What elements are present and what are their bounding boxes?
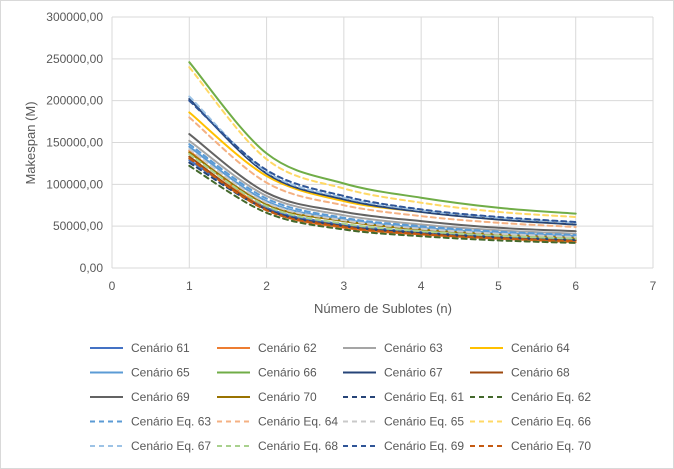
x-tick-label: 2 [263, 279, 270, 293]
series-line-3 [188, 139, 577, 235]
y-tick-label: 150000,00 [46, 136, 103, 150]
legend-label: Cenário Eq. 64 [258, 415, 338, 429]
series-lines [188, 61, 577, 244]
series-line-6 [188, 61, 577, 215]
legend-label: Cenário Eq. 65 [384, 415, 464, 429]
y-tick-label: 0,00 [80, 261, 104, 275]
series-line-9 [188, 133, 577, 233]
legend-label: Cenário Eq. 61 [384, 390, 464, 404]
x-tick-label: 3 [341, 279, 348, 293]
y-tick-label: 50000,00 [53, 219, 103, 233]
legend-label: Cenário Eq. 70 [511, 439, 591, 453]
series-line-16 [188, 66, 577, 218]
series-line-19 [188, 99, 577, 223]
x-tick-label: 5 [495, 279, 502, 293]
x-tick-label: 6 [572, 279, 579, 293]
x-axis-title: Número de Sublotes (n) [314, 301, 452, 316]
legend-label: Cenário 70 [258, 390, 317, 404]
legend-label: Cenário 67 [384, 366, 443, 380]
y-tick-label: 100000,00 [46, 177, 103, 191]
legend-label: Cenário Eq. 68 [258, 439, 338, 453]
legend-label: Cenário 64 [511, 341, 570, 355]
legend-label: Cenário 62 [258, 341, 317, 355]
series-line-13 [188, 143, 577, 236]
legend-label: Cenário 66 [258, 366, 317, 380]
series-line-15 [188, 148, 577, 238]
x-tick-label: 7 [650, 279, 657, 293]
gridlines [111, 16, 654, 269]
legend-label: Cenário Eq. 62 [511, 390, 591, 404]
legend-label: Cenário 61 [131, 341, 190, 355]
series-line-12 [188, 164, 577, 244]
legend-label: Cenário 65 [131, 366, 190, 380]
y-tick-label: 250000,00 [46, 52, 103, 66]
legend-label: Cenário Eq. 69 [384, 439, 464, 453]
x-tick-label: 4 [418, 279, 425, 293]
legend-label: Cenário 68 [511, 366, 570, 380]
series-line-18 [188, 153, 577, 240]
legend-label: Cenário 69 [131, 390, 190, 404]
x-tick-label: 1 [186, 279, 193, 293]
x-tick-label: 0 [109, 279, 116, 293]
series-line-20 [188, 157, 577, 243]
y-axis-title: Makespan (M) [23, 101, 38, 184]
legend-label: Cenário Eq. 63 [131, 415, 211, 429]
legend-label: Cenário Eq. 66 [511, 415, 591, 429]
y-tick-label: 300000,00 [46, 10, 103, 24]
y-axis-ticks: 0,00 50000,00 100000,00 150000,00 200000,00 2… [46, 10, 103, 275]
x-axis-ticks: 0 1 2 3 4 5 6 7 [109, 279, 657, 293]
legend-label: Cenário 63 [384, 341, 443, 355]
y-tick-label: 200000,00 [46, 94, 103, 108]
series-line-14 [188, 116, 577, 228]
legend-label: Cenário Eq. 67 [131, 439, 211, 453]
legend: Cenário 61 Cenário 62 Cenário 63 Cenário 64… [90, 341, 591, 453]
series-line-7 [188, 98, 577, 226]
